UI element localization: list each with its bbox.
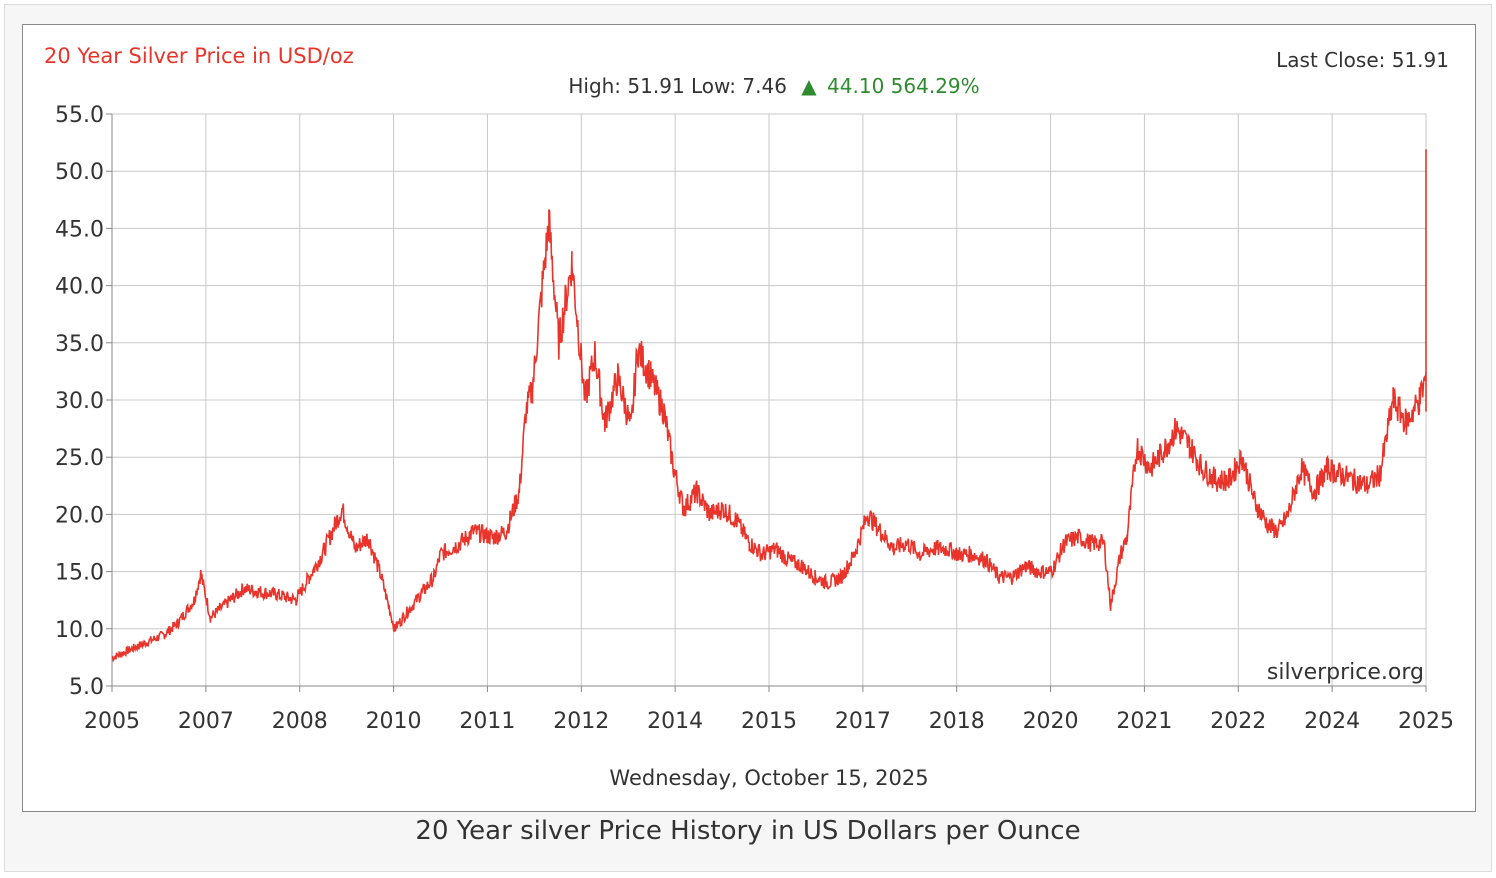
x-tick-label: 2018 xyxy=(929,709,985,734)
change-stats: 44.10 564.29% xyxy=(827,74,980,98)
x-tick-label: 2012 xyxy=(553,709,609,734)
grid-lines xyxy=(111,113,1427,687)
x-tick-label: 2017 xyxy=(835,709,891,734)
y-tick-label: 10.0 xyxy=(55,618,104,643)
up-arrow-icon: ▲ xyxy=(801,74,817,98)
x-tick-label: 2011 xyxy=(459,709,515,734)
y-tick-label: 25.0 xyxy=(55,446,104,471)
x-tick-label: 2020 xyxy=(1023,709,1079,734)
x-tick-label: 2021 xyxy=(1116,709,1172,734)
high-low-change-line: High: 51.91 Low: 7.46 ▲ 44.10 564.29% xyxy=(568,74,979,98)
last-close-label: Last Close: 51.91 xyxy=(1276,48,1449,72)
y-tick-label: 55.0 xyxy=(55,103,104,128)
chart-box xyxy=(22,24,1476,812)
x-tick-labels: 2005 2007 2008 2010 2011 2012 2014 2015 2017 2018… xyxy=(84,709,1454,734)
x-tick-label: 2010 xyxy=(366,709,422,734)
y-tick-label: 35.0 xyxy=(55,332,104,357)
axis-lines xyxy=(111,114,1426,687)
axes xyxy=(106,113,1427,692)
price-series-line xyxy=(111,149,1427,663)
y-tick-label: 45.0 xyxy=(55,217,104,242)
y-tick-label: 5.0 xyxy=(69,675,104,700)
x-tick-label: 2008 xyxy=(272,709,328,734)
x-axis-label: Wednesday, October 15, 2025 xyxy=(609,766,928,790)
x-tick-label: 2014 xyxy=(647,709,703,734)
y-tick-labels: 5.0 10.0 15.0 20.0 25.0 30.0 35.0 40.0 45.0 50.0 5… xyxy=(55,103,104,700)
high-low-stats: High: 51.91 Low: 7.46 xyxy=(568,74,787,98)
y-tick-label: 50.0 xyxy=(55,160,104,185)
x-tick-label: 2005 xyxy=(84,709,140,734)
x-tick-label: 2025 xyxy=(1398,709,1454,734)
x-tick-label: 2022 xyxy=(1210,709,1266,734)
chart-caption: 20 Year silver Price History in US Dolla… xyxy=(415,816,1081,846)
x-tick-label: 2015 xyxy=(741,709,797,734)
y-tick-label: 15.0 xyxy=(55,561,104,586)
y-tick-label: 40.0 xyxy=(55,275,104,300)
watermark: silverprice.org xyxy=(1267,660,1424,685)
x-tick-label: 2024 xyxy=(1304,709,1360,734)
y-tick-label: 30.0 xyxy=(55,389,104,414)
x-tick-label: 2007 xyxy=(178,709,234,734)
chart-title: 20 Year Silver Price in USD/oz xyxy=(44,44,354,68)
y-tick-label: 20.0 xyxy=(55,503,104,528)
